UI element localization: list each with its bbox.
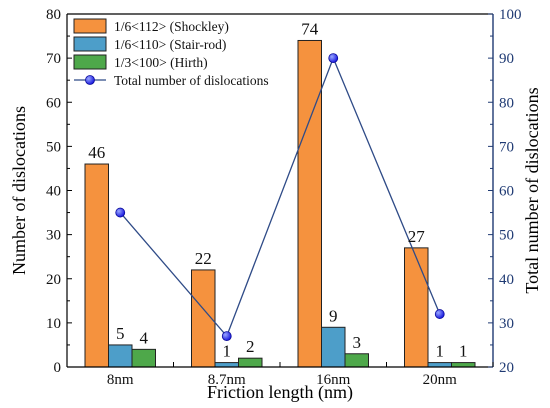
- y-tick-label-2: 10: [46, 316, 61, 332]
- bar-2-1: [108, 344, 133, 368]
- bar-3-1: [131, 348, 156, 368]
- x-axis-title: Friction length (nm): [207, 382, 353, 403]
- total-point-1: [115, 207, 126, 218]
- y-tick-label-7: 60: [46, 95, 61, 111]
- y-tick-label-4: 30: [46, 228, 61, 244]
- y-right-tick-label-4: 50: [499, 228, 514, 244]
- total-point-3: [328, 53, 339, 64]
- data-labels-layer: 46 22 74 27 5 1 9 1 4 2 3 1: [88, 19, 467, 360]
- data-label-1-3: 74: [301, 19, 319, 38]
- y-right-tick-label-6: 70: [499, 139, 514, 155]
- y-tick-label-6: 50: [46, 139, 61, 155]
- data-label-1-1: 46: [88, 143, 105, 162]
- bar-1-1: [84, 163, 109, 368]
- y-axis-right-title: Total number of dislocations: [522, 87, 542, 293]
- bar-2-3: [321, 326, 346, 368]
- legend-marker-swatch: [85, 75, 95, 85]
- legend-label-3: 1/3<100> (Hirth): [114, 55, 208, 70]
- legend-swatch-3: [73, 54, 107, 70]
- bar-2-4: [427, 362, 452, 368]
- legend-label-1: 1/6<112> (Shockley): [114, 19, 229, 34]
- bar-3-4: [451, 362, 476, 368]
- y-right-tick-label-5: 60: [499, 184, 514, 200]
- total-point-4: [434, 309, 445, 319]
- x-tick-label-2: 8.7nm: [208, 372, 246, 388]
- data-label-2-2: 1: [223, 342, 232, 361]
- y-right-tick-label-8: 90: [499, 51, 514, 67]
- legend-swatch-1: [73, 18, 107, 34]
- data-label-2-3: 9: [329, 306, 338, 325]
- y-right-tick-label-7: 80: [499, 95, 514, 111]
- y-axis-title: Number of dislocations: [9, 106, 29, 275]
- x-tick-label-1: 8nm: [107, 372, 134, 388]
- bar-1-3: [297, 39, 322, 368]
- legend-label-2: 1/6<110> (Stair-rod): [114, 37, 226, 52]
- total-dislocations-line: [119, 56, 441, 338]
- x-tick-label-3: 16nm: [316, 372, 351, 388]
- data-label-3-3: 3: [353, 333, 362, 352]
- data-label-2-1: 5: [116, 324, 125, 343]
- bar-2-2: [214, 362, 239, 368]
- data-label-3-4: 1: [459, 342, 468, 361]
- data-label-3-2: 2: [246, 337, 255, 356]
- y-right-tick-label-3: 40: [499, 272, 514, 288]
- y-tick-label-1: 0: [54, 360, 62, 376]
- bar-3-3: [344, 353, 369, 368]
- y-tick-label-3: 20: [46, 272, 61, 288]
- y-tick-label-8: 70: [46, 51, 61, 67]
- y-right-tick-label-1: 20: [499, 360, 514, 376]
- legend-label-4: Total number of dislocations: [114, 73, 269, 88]
- y-right-tick-label-2: 30: [499, 316, 514, 332]
- y-tick-label-5: 40: [46, 184, 61, 200]
- y-tick-label-9: 80: [46, 7, 61, 23]
- bar-1-4: [404, 247, 429, 368]
- bar-3-2: [238, 357, 263, 368]
- data-label-3-1: 4: [140, 328, 149, 347]
- y-right-tick-label-9: 100: [499, 7, 522, 23]
- x-tick-label-4: 20nm: [423, 372, 458, 388]
- legend: 1/6<112> (Shockley) 1/6<110> (Stair-rod) 1…: [73, 18, 269, 88]
- data-label-1-2: 22: [195, 249, 212, 268]
- total-point-2: [221, 331, 232, 342]
- data-label-2-4: 1: [436, 342, 445, 361]
- legend-swatch-2: [73, 36, 107, 52]
- data-label-1-4: 27: [408, 227, 426, 246]
- line-layer: [115, 53, 445, 342]
- axes-layer: 0 10 20 30 40 50 60 70 80 20 30 40 50 60 70 80 90 100 8nm 8…: [46, 7, 522, 388]
- bars-layer: [84, 39, 476, 368]
